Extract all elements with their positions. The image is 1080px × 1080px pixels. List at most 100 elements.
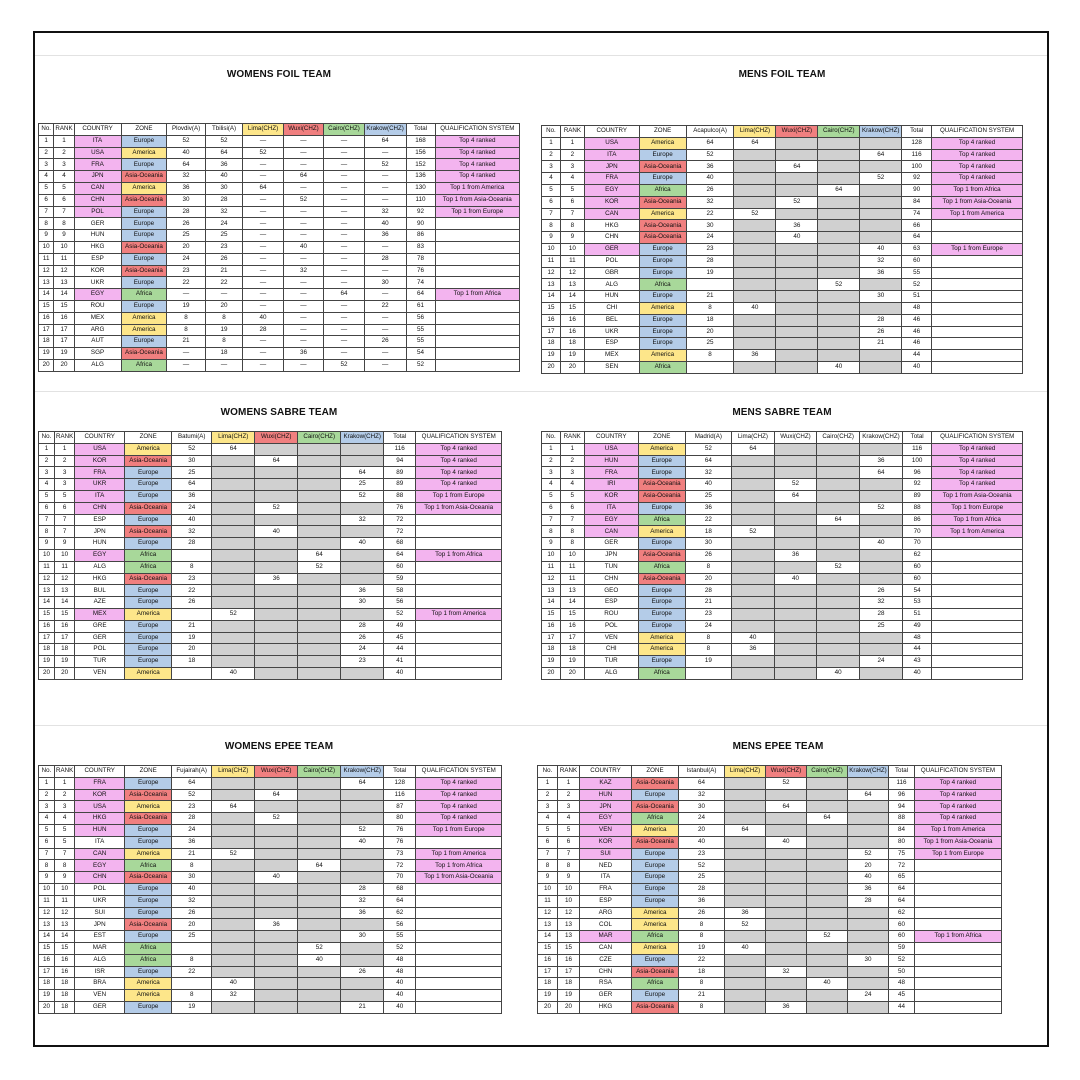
row-event-points: 28 bbox=[678, 882, 725, 896]
row-total: 44 bbox=[901, 643, 933, 657]
row-rank: 16 bbox=[53, 965, 76, 979]
row-total: 116 bbox=[383, 788, 417, 802]
row-zone: Europe bbox=[637, 619, 686, 633]
row-no: 14 bbox=[37, 288, 55, 301]
row-qualification: Top 4 ranked bbox=[434, 170, 521, 183]
row-event-points bbox=[731, 560, 775, 574]
row-event-points bbox=[340, 560, 385, 574]
row-rank: 16 bbox=[559, 619, 585, 633]
row-country: GER bbox=[73, 217, 122, 231]
row-event-points bbox=[859, 219, 903, 233]
row-total: 64 bbox=[383, 548, 417, 562]
row-zone: Europe bbox=[638, 148, 687, 162]
row-country: ARG bbox=[579, 906, 632, 920]
row-event-points: 26 bbox=[171, 596, 213, 609]
row-qualification: Top 4 ranked bbox=[434, 134, 521, 148]
row-total: 136 bbox=[405, 170, 436, 183]
row-no: 14 bbox=[38, 596, 55, 609]
row-no: 7 bbox=[541, 513, 561, 527]
row-event-points: 36 bbox=[733, 349, 777, 362]
row-event-points: 25 bbox=[684, 489, 733, 503]
row-rank: 16 bbox=[53, 311, 75, 325]
row-event-points: 40 bbox=[363, 217, 407, 231]
row-event-points: 30 bbox=[363, 276, 407, 290]
table-row: 10 10 EGY Africa 64 64 Top 1 from Africa bbox=[38, 548, 503, 562]
row-event-points: 64 bbox=[171, 478, 213, 491]
row-event-points bbox=[731, 537, 775, 550]
row-event-points bbox=[297, 454, 342, 468]
row-no: 15 bbox=[537, 941, 558, 955]
row-event-points bbox=[859, 160, 903, 174]
row-event-points: 23 bbox=[171, 572, 213, 586]
row-event-points bbox=[765, 823, 807, 837]
row-country: CHN bbox=[74, 501, 126, 515]
row-country: ALG bbox=[583, 278, 640, 292]
row-event-points: 64 bbox=[817, 183, 861, 197]
row-event-points bbox=[340, 572, 385, 586]
row-event-points bbox=[806, 894, 848, 908]
row-no: 16 bbox=[537, 953, 558, 967]
row-event-points bbox=[297, 643, 342, 657]
row-event-points bbox=[859, 513, 903, 527]
row-event-points: — bbox=[323, 299, 365, 313]
row-country: ROU bbox=[73, 299, 122, 313]
row-no: 9 bbox=[541, 537, 561, 550]
table-row: 19 18 VEN America 8 32 40 bbox=[38, 989, 503, 1002]
row-country: JPN bbox=[583, 548, 639, 562]
row-rank: 2 bbox=[559, 454, 585, 468]
table-row: 16 16 ALG Africa 8 40 48 bbox=[38, 953, 503, 967]
row-event-points bbox=[775, 172, 819, 185]
row-event-points bbox=[765, 847, 807, 861]
row-event-points bbox=[297, 812, 342, 825]
row-country: VEN bbox=[583, 631, 639, 645]
row-event-points: 52 bbox=[733, 207, 777, 221]
row-event-points: 52 bbox=[773, 478, 818, 491]
table-row: 13 13 BUL Europe 22 36 58 bbox=[38, 584, 503, 598]
table-row: 10 10 JPN Asia-Oceania 26 36 62 bbox=[541, 548, 1023, 562]
row-event-points: 40 bbox=[171, 513, 213, 527]
row-event-points bbox=[297, 584, 342, 598]
col-header-event: Batumi(A) bbox=[171, 431, 213, 444]
row-qualification bbox=[434, 347, 521, 360]
row-qualification bbox=[914, 859, 1002, 873]
row-rank: 12 bbox=[53, 572, 76, 586]
row-zone: Europe bbox=[124, 882, 173, 896]
row-rank: 5 bbox=[559, 489, 585, 503]
row-event-points bbox=[724, 835, 766, 849]
row-event-points bbox=[254, 619, 299, 633]
row-rank: 7 bbox=[557, 847, 580, 861]
row-no: 14 bbox=[541, 290, 561, 303]
row-event-points: 28 bbox=[859, 607, 903, 621]
row-country: GEO bbox=[583, 584, 639, 598]
row-country: USA bbox=[74, 800, 126, 814]
row-country: CAN bbox=[74, 847, 126, 861]
row-zone: Europe bbox=[638, 325, 687, 339]
table-row: 8 8 CAN America 18 52 70 Top 1 from America bbox=[541, 525, 1023, 539]
row-no: 3 bbox=[38, 800, 55, 814]
row-event-points: 18 bbox=[685, 313, 735, 327]
row-event-points bbox=[847, 800, 889, 814]
table-row: 15 15 ROU Europe 23 28 51 bbox=[541, 607, 1023, 621]
row-event-points: 23 bbox=[166, 264, 206, 278]
row-qualification bbox=[415, 906, 503, 920]
row-qualification bbox=[415, 965, 503, 979]
row-country: UKR bbox=[74, 894, 126, 908]
row-event-points bbox=[816, 596, 860, 609]
row-event-points: 19 bbox=[685, 266, 735, 280]
row-total: 64 bbox=[888, 894, 915, 908]
row-event-points bbox=[806, 953, 848, 967]
row-event-points: — bbox=[323, 323, 365, 337]
row-event-points bbox=[731, 513, 775, 527]
row-zone: Europe bbox=[631, 894, 679, 908]
row-event-points: — bbox=[242, 276, 284, 290]
row-zone: America bbox=[638, 207, 687, 221]
row-event-points: 52 bbox=[254, 812, 299, 825]
row-total: 83 bbox=[405, 240, 436, 254]
row-event-points: 64 bbox=[684, 454, 733, 468]
row-event-points: 20 bbox=[847, 859, 889, 873]
table-row: 6 6 ITA Europe 36 52 88 Top 1 from Europe bbox=[541, 501, 1023, 515]
row-zone: America bbox=[124, 442, 173, 456]
row-qualification: Top 1 from Africa bbox=[914, 930, 1002, 943]
row-total: 41 bbox=[383, 655, 417, 668]
col-header-event: Lima(CHZ) bbox=[731, 431, 775, 444]
